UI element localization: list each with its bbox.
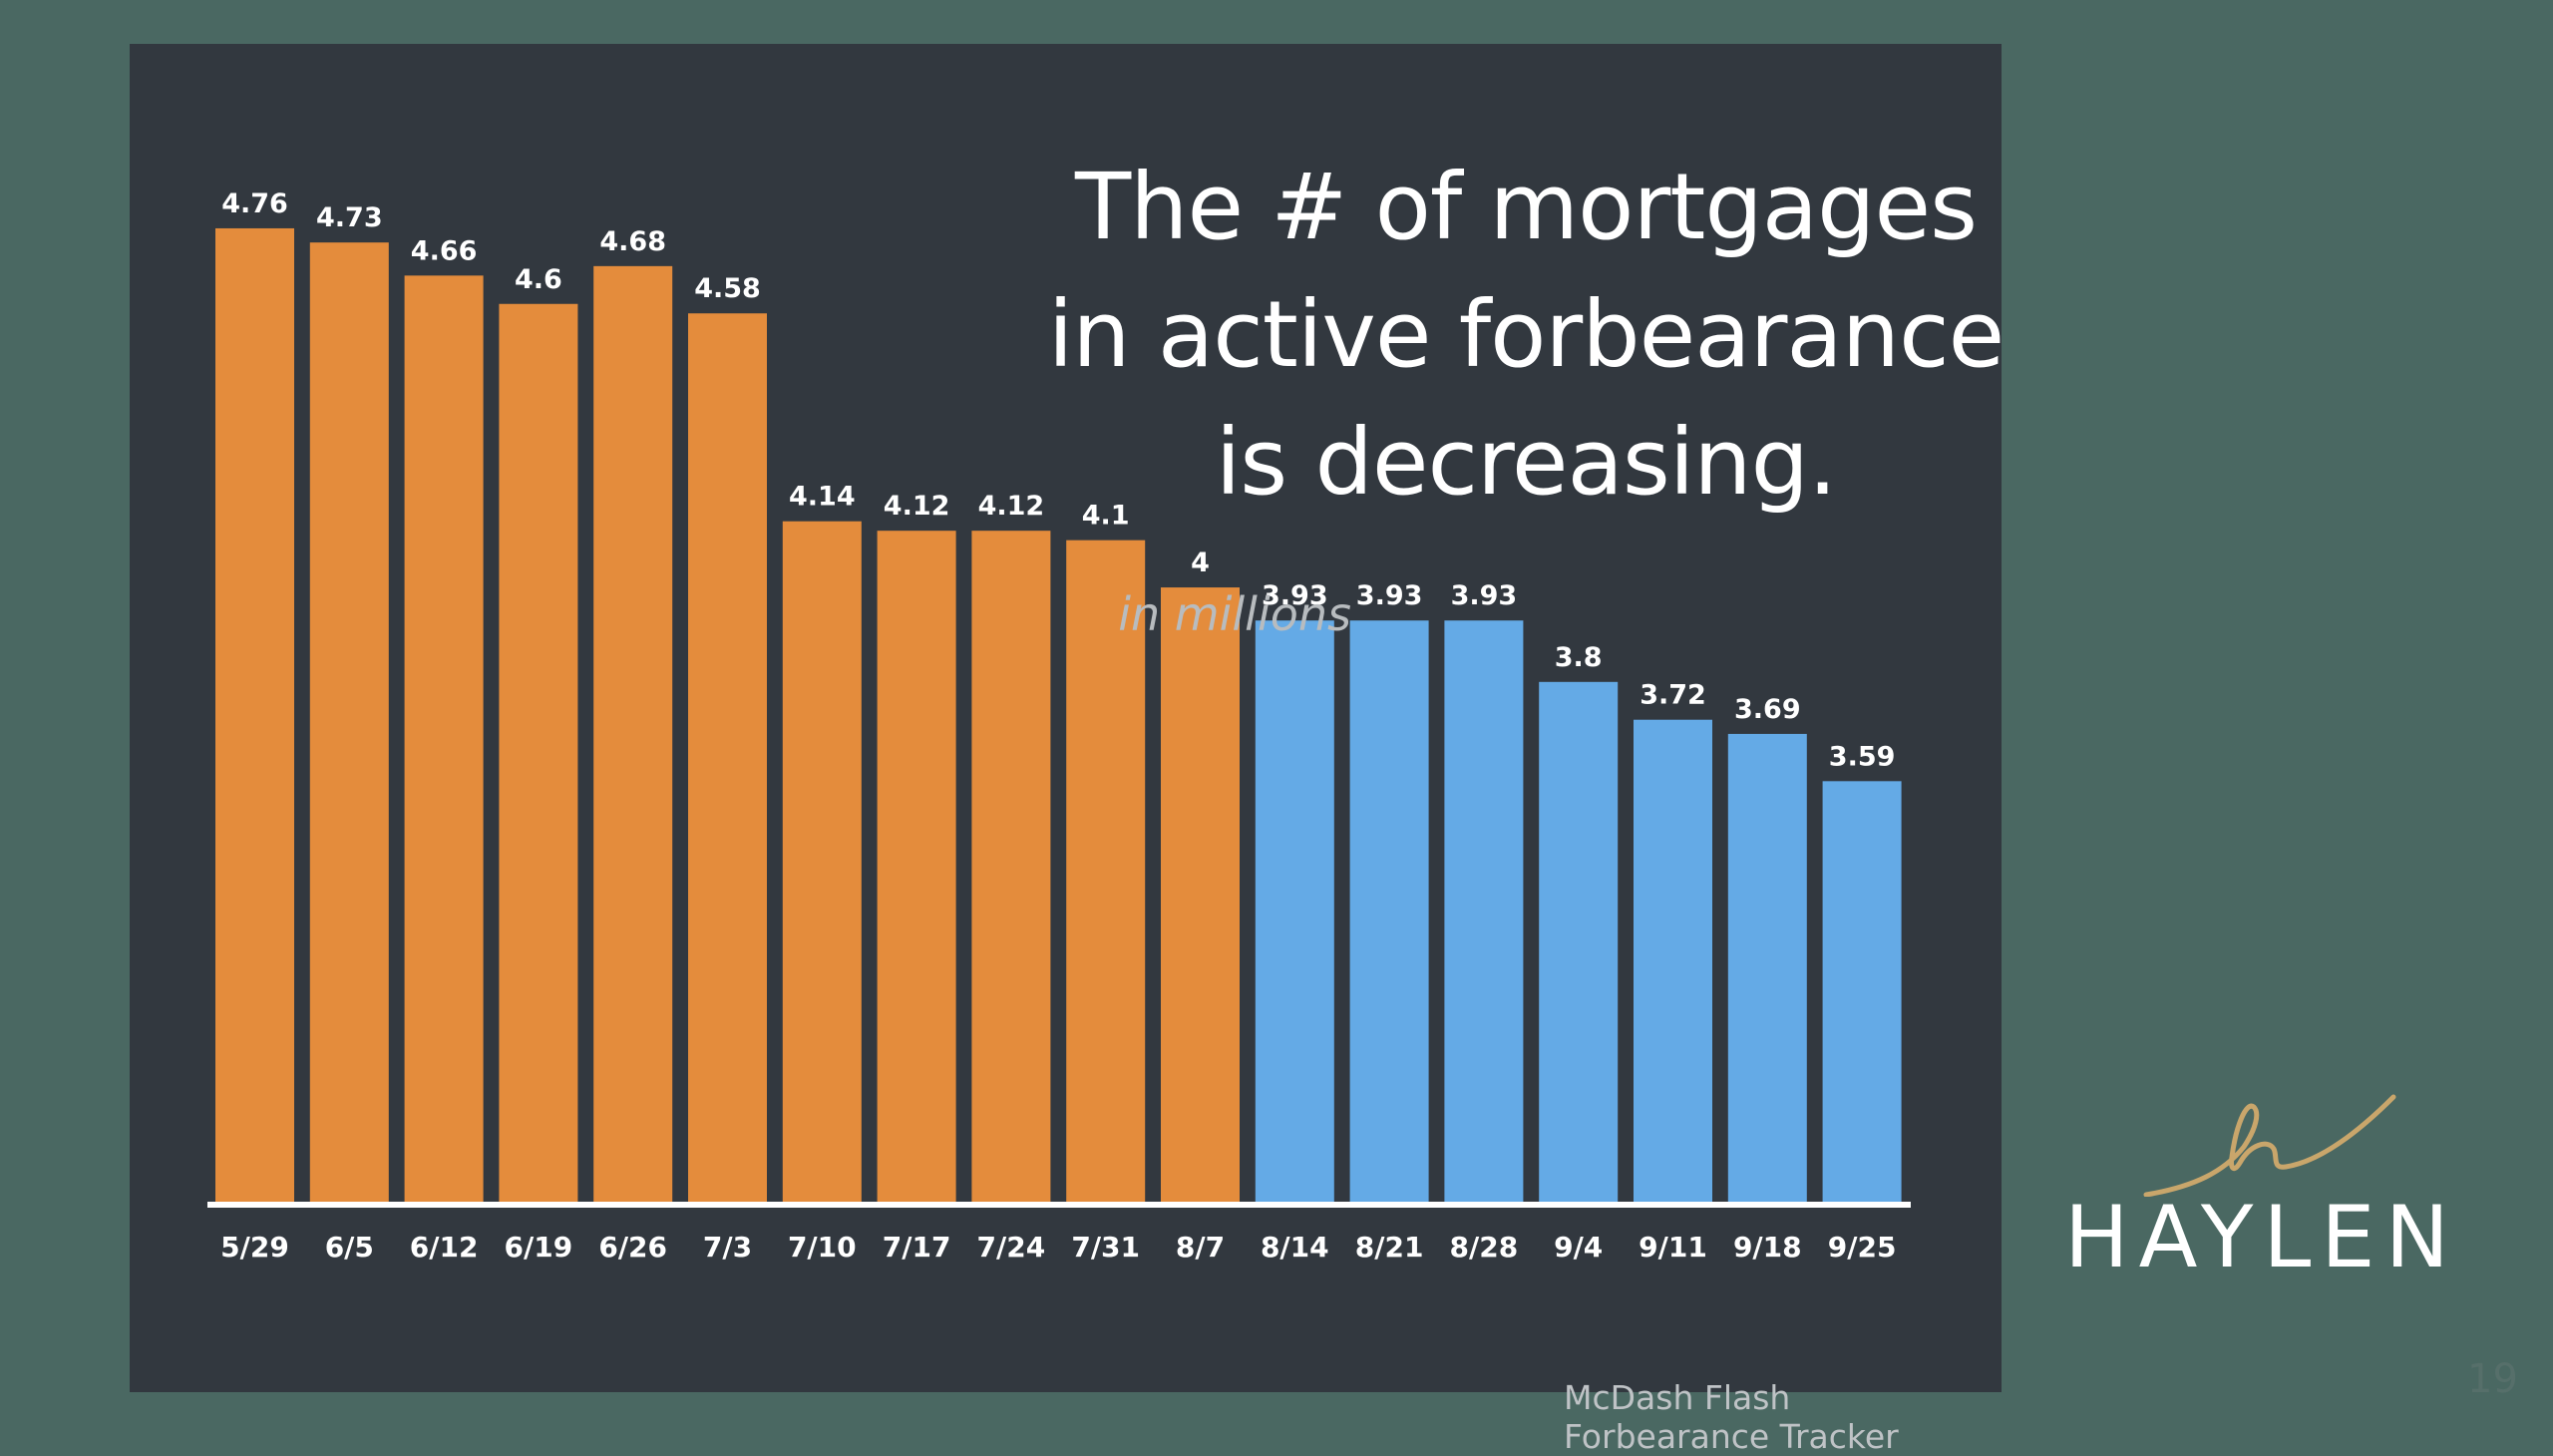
x-tick-label: 7/10 — [788, 1231, 857, 1264]
data-label: 4.6 — [515, 264, 562, 295]
x-tick-label: 8/21 — [1355, 1231, 1424, 1264]
data-label: 3.8 — [1555, 642, 1603, 673]
bar-9-25 — [1822, 781, 1902, 1202]
data-label: 4.73 — [316, 202, 383, 233]
x-tick-label: 9/4 — [1554, 1231, 1603, 1264]
brand-wordmark: HAYLEN — [2064, 1188, 2459, 1287]
data-label: 4.1 — [1082, 501, 1130, 532]
bar-7-10 — [782, 521, 862, 1202]
data-label: 3.93 — [1262, 580, 1328, 611]
bar-chart: 4.76 5/29 4.73 6/5 4.66 6/12 4.6 6/19 4.68 6/26 4.… — [207, 188, 1911, 1264]
bar-8-14 — [1255, 620, 1334, 1202]
bar-5-29 — [215, 227, 294, 1202]
x-tick-label: 6/5 — [325, 1231, 374, 1264]
bar-9-18 — [1727, 733, 1807, 1202]
x-tick-label: 6/12 — [410, 1231, 479, 1264]
data-label: 4.58 — [694, 273, 761, 304]
chart-title-line-3: is decreasing. — [1215, 409, 1838, 516]
x-tick-label: 9/11 — [1639, 1231, 1707, 1264]
data-label: 4.66 — [411, 235, 478, 266]
x-tick-label: 8/28 — [1450, 1231, 1519, 1264]
source-label: McDash Flash Forbearance Tracker — [1564, 1378, 1899, 1456]
chart-panel: 4.76 5/29 4.73 6/5 4.66 6/12 4.6 6/19 4.68 6/26 4.… — [130, 44, 2005, 1456]
bar-8-28 — [1444, 620, 1524, 1202]
signature-swoosh-icon — [2143, 1094, 2396, 1197]
x-tick-label: 5/29 — [220, 1231, 289, 1264]
data-label: 4.68 — [599, 226, 666, 257]
bar-9-11 — [1634, 719, 1712, 1202]
data-label: 3.93 — [1451, 580, 1518, 611]
x-tick-label: 9/25 — [1828, 1231, 1897, 1264]
bar-7-31 — [1066, 540, 1146, 1202]
x-tick-label: 7/24 — [977, 1231, 1046, 1264]
x-tick-label: 7/31 — [1071, 1231, 1140, 1264]
bar-6-12 — [404, 275, 484, 1202]
data-label: 4.76 — [221, 188, 288, 219]
x-tick-label: 8/7 — [1176, 1231, 1225, 1264]
bar-8-21 — [1349, 620, 1429, 1202]
bar-8-7 — [1161, 587, 1240, 1202]
bar-7-24 — [971, 531, 1051, 1202]
x-tick-label: 9/18 — [1733, 1231, 1802, 1264]
data-label: 3.69 — [1734, 694, 1801, 725]
haylen-logo: HAYLEN — [2064, 1087, 2473, 1286]
bar-7-3 — [688, 313, 767, 1202]
bar-6-19 — [499, 303, 578, 1202]
units-label: in millions — [1118, 587, 1351, 641]
bar-6-26 — [593, 265, 673, 1202]
x-tick-label: 6/26 — [598, 1231, 667, 1264]
x-tick-label: 7/17 — [883, 1231, 951, 1264]
chart-title-line-2: in active forbearance — [1047, 281, 2006, 388]
bar-9-4 — [1539, 681, 1619, 1202]
data-label: 3.93 — [1356, 580, 1423, 611]
data-label: 4 — [1191, 547, 1210, 578]
data-label: 3.72 — [1640, 680, 1706, 711]
x-tick-label: 6/19 — [505, 1231, 573, 1264]
data-label: 3.59 — [1829, 741, 1896, 772]
x-tick-label: 7/3 — [703, 1231, 752, 1264]
bar-7-17 — [877, 531, 956, 1202]
chart-title-line-1: The # of mortgages — [1074, 154, 1978, 260]
data-label: 4.12 — [884, 491, 950, 522]
data-label: 4.12 — [978, 491, 1045, 522]
page-number: 19 — [2467, 1356, 2518, 1402]
x-tick-label: 8/14 — [1261, 1231, 1329, 1264]
bar-6-5 — [309, 242, 389, 1202]
data-label: 4.14 — [789, 482, 856, 513]
